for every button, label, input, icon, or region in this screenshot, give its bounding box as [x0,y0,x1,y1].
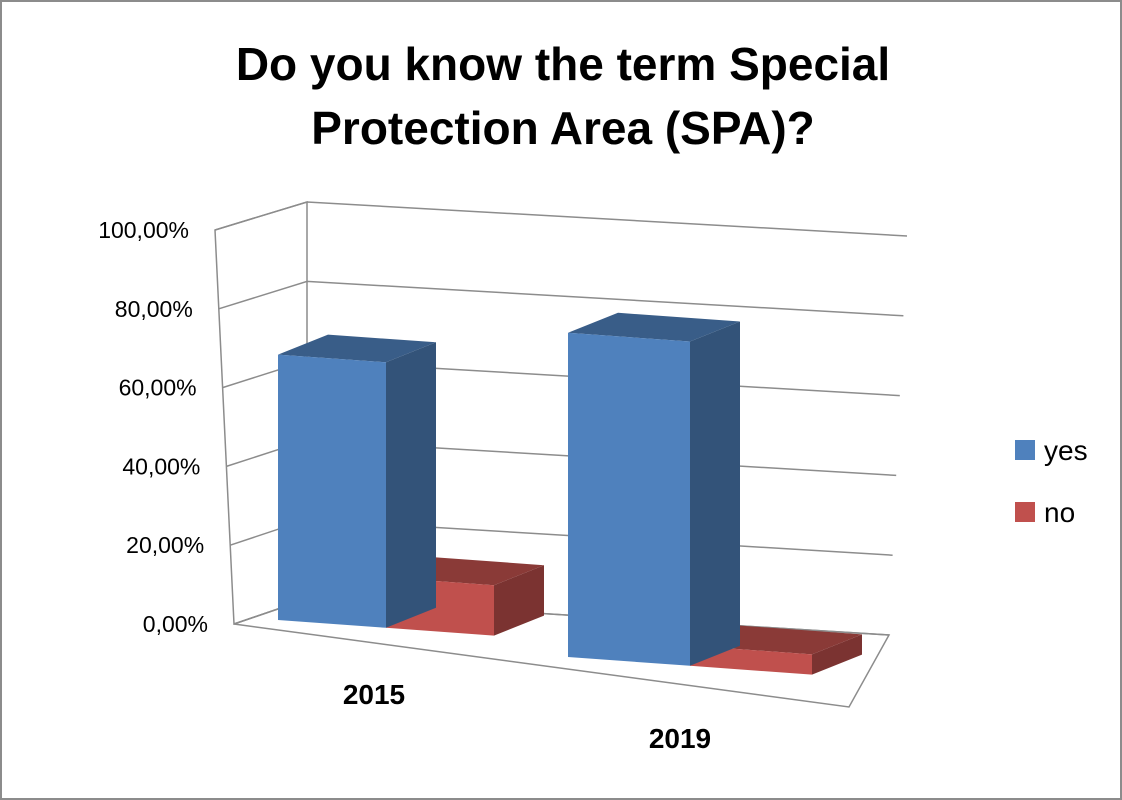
x-tick-label-2015: 2015 [343,679,405,710]
legend-label: no [1044,497,1075,528]
bar-front [568,332,690,666]
bar-yes-2015 [278,334,436,628]
legend-swatch [1015,502,1035,522]
y-tick-label: 100,00% [98,217,189,243]
x-axis-labels: 2015 2019 [343,679,711,754]
chart-title-line-2: Protection Area (SPA)? [311,102,815,154]
bar-top [568,312,740,342]
legend-swatch [1015,440,1035,460]
chart-title: Do you know the term Special Protection … [236,38,890,154]
x-tick-label-2019: 2019 [649,723,711,754]
y-tick-label: 0,00% [143,611,208,637]
gridline [218,280,904,317]
legend-item-no: no [1015,497,1075,528]
chart-title-line-1: Do you know the term Special [236,38,890,90]
bar-side [812,634,862,675]
y-tick-label: 20,00% [126,532,204,558]
bars [278,312,862,675]
bar-top [278,334,436,363]
y-axis-ticks: 0,00% 20,00% 40,00% 60,00% 80,00% 100,00% [98,217,208,637]
legend-item-yes: yes [1015,435,1088,466]
y-tick-label: 60,00% [119,375,197,401]
bar-yes-2019 [568,312,740,666]
legend: yes no [1015,435,1088,528]
bar-front [278,354,386,628]
bar-side [494,565,544,636]
gridline [214,201,908,237]
bar-side [690,321,740,666]
bar-side [386,342,436,628]
y-tick-label: 40,00% [122,453,200,479]
legend-label: yes [1044,435,1088,466]
y-tick-label: 80,00% [115,296,193,322]
